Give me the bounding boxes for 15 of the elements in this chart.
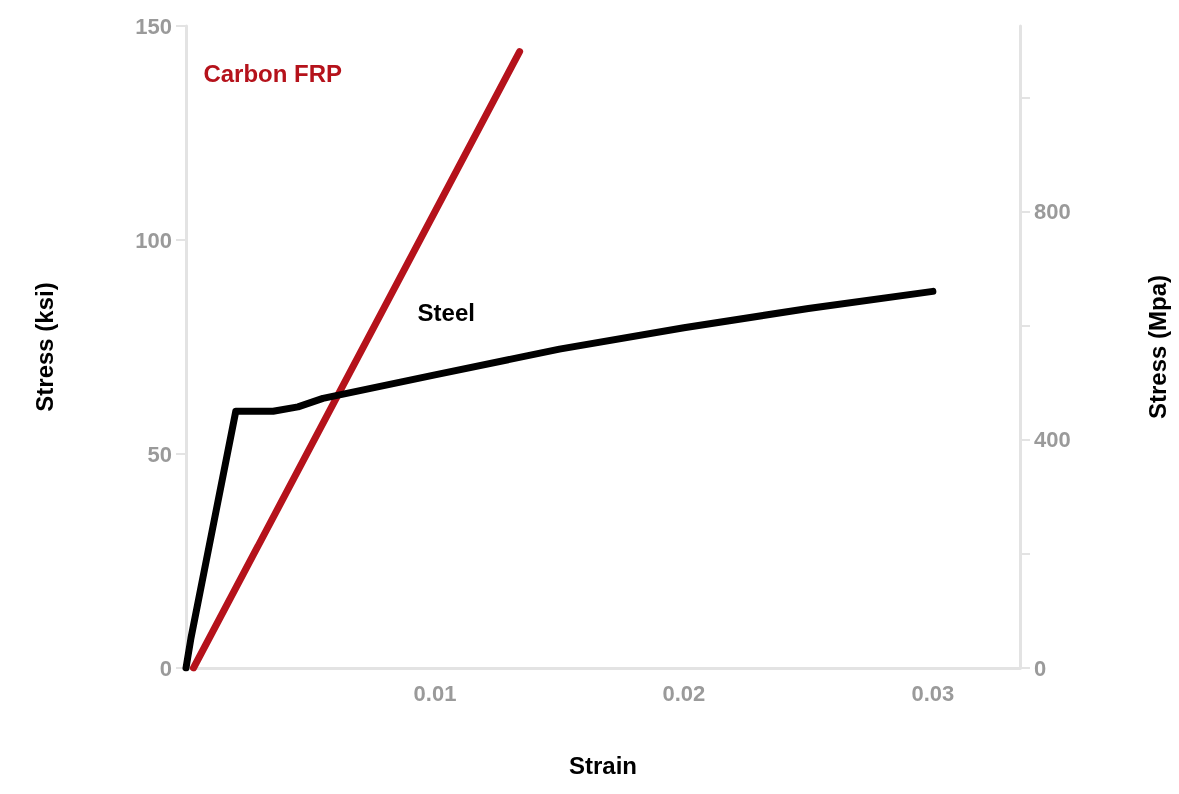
y2-tick-label: 400: [1034, 427, 1071, 453]
x-tick-label: 0.02: [662, 680, 706, 706]
series-label: Steel: [417, 299, 475, 327]
y-tick-label: 50: [147, 441, 172, 467]
x-tick-label: 0.01: [413, 680, 457, 706]
x-axis-title: Strain: [568, 751, 638, 779]
y2-axis-title: Stress (Mpa): [1143, 274, 1171, 420]
y-tick-label: 150: [135, 13, 172, 39]
y2-tick-label: 0: [1034, 655, 1047, 681]
x-tick-label: 0.03: [911, 680, 955, 706]
y-tick-label: 0: [159, 655, 172, 681]
y2-tick-label: 800: [1034, 199, 1071, 225]
y-tick-label: 100: [135, 227, 172, 253]
y-axis-title: Stress (ksi): [30, 282, 58, 412]
text: Carbon FRP: [203, 59, 343, 87]
